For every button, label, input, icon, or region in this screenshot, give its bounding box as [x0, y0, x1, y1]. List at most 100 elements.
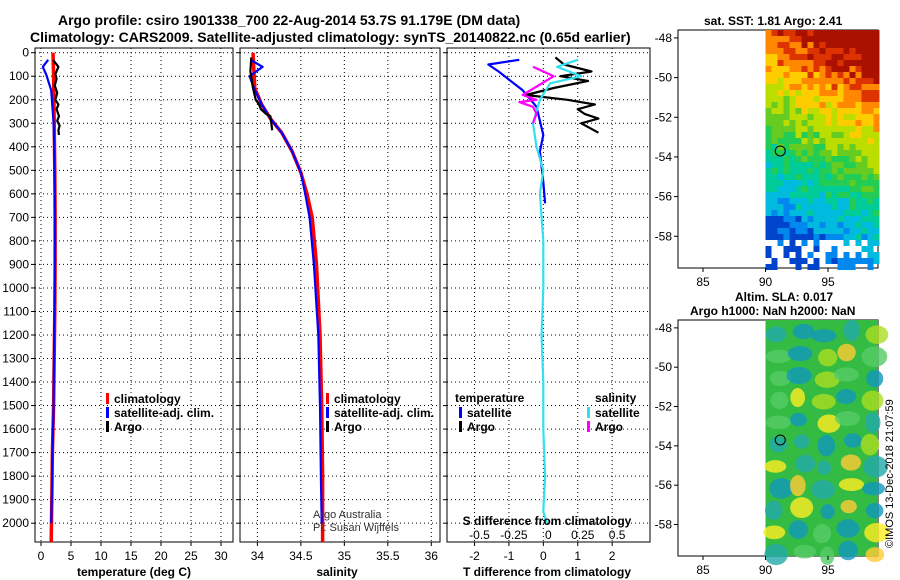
- sst-pixel: [831, 162, 838, 168]
- sst-pixel: [831, 234, 838, 240]
- sla-anomaly-blob: [792, 323, 815, 340]
- sst-pixel: [855, 186, 862, 192]
- sst-pixel: [789, 90, 796, 96]
- sst-pixel: [873, 186, 880, 192]
- x-tick-label: 15: [124, 549, 138, 563]
- sst-pixel: [819, 96, 826, 102]
- sst-pixel: [825, 54, 832, 60]
- sst-pixel: [825, 192, 832, 198]
- sst-pixel: [777, 186, 784, 192]
- x2-tick-label: 0.5: [609, 528, 626, 542]
- sla-anomaly-blob: [840, 499, 857, 514]
- sst-pixel: [795, 48, 802, 54]
- sst-pixel: [861, 48, 868, 54]
- sst-pixel: [849, 204, 856, 210]
- sst-pixel: [807, 264, 814, 270]
- x-tick-label: 0: [540, 549, 547, 563]
- difference-legend-temperature: temperature satellite Argo: [455, 391, 525, 434]
- sst-pixel: [849, 42, 856, 48]
- sst-pixel: [825, 90, 832, 96]
- sst-pixel: [867, 162, 874, 168]
- sst-pixel: [861, 156, 868, 162]
- sst-pixel: [843, 30, 850, 36]
- sst-pixel: [855, 60, 862, 66]
- sst-pixel: [789, 144, 796, 150]
- sst-pixel: [789, 258, 796, 264]
- sst-pixel: [795, 258, 802, 264]
- sla-anomaly-blob: [860, 433, 880, 456]
- sla-anomaly-blob: [840, 454, 862, 471]
- sst-pixel: [849, 186, 856, 192]
- sst-pixel: [867, 102, 874, 108]
- series-differences-salinity-satellite: [531, 58, 583, 524]
- legend-swatch-climatology: [106, 393, 109, 404]
- sst-pixel: [819, 66, 826, 72]
- sst-pixel: [807, 90, 814, 96]
- sst-pixel: [783, 84, 790, 90]
- sst-pixel: [831, 168, 838, 174]
- sst-pixel: [855, 162, 862, 168]
- temperature-plot-frame: [34, 47, 234, 543]
- sst-pixel: [777, 144, 784, 150]
- sst-lat-label: -48: [655, 31, 673, 45]
- legend-label-sal-argo: Argo: [595, 420, 623, 434]
- sst-pixel: [837, 264, 844, 270]
- sst-pixel: [867, 210, 874, 216]
- sst-pixel: [765, 138, 772, 144]
- sst-pixel: [771, 198, 778, 204]
- sst-pixel: [843, 90, 850, 96]
- sst-pixel: [795, 72, 802, 78]
- sst-pixel: [777, 108, 784, 114]
- sst-pixel: [831, 138, 838, 144]
- sst-pixel: [873, 84, 880, 90]
- x-tick-label: 35.5: [376, 549, 400, 563]
- sst-pixel: [813, 120, 820, 126]
- sst-pixel: [765, 120, 772, 126]
- sst-pixel: [807, 150, 814, 156]
- sst-pixel: [795, 102, 802, 108]
- sst-pixel: [825, 132, 832, 138]
- sst-pixel: [873, 192, 880, 198]
- sst-pixel: [801, 192, 808, 198]
- sst-pixel: [795, 204, 802, 210]
- sst-pixel: [861, 186, 868, 192]
- sst-pixel: [777, 204, 784, 210]
- sst-pixel: [867, 222, 874, 228]
- sst-pixel: [813, 264, 820, 270]
- sst-pixel: [843, 210, 850, 216]
- sst-pixel: [783, 186, 790, 192]
- sst-pixel: [855, 132, 862, 138]
- sst-pixel: [789, 234, 796, 240]
- sst-pixel: [771, 210, 778, 216]
- sst-pixel: [783, 174, 790, 180]
- sst-pixel: [855, 120, 862, 126]
- sst-pixel: [783, 210, 790, 216]
- sst-pixel: [843, 84, 850, 90]
- sst-pixel: [795, 192, 802, 198]
- sst-pixel: [789, 114, 796, 120]
- sst-pixel: [801, 204, 808, 210]
- y-tick-label: 1900: [2, 493, 29, 507]
- sla-anomaly-blob: [764, 543, 788, 566]
- sst-pixel: [789, 168, 796, 174]
- sst-pixel: [765, 114, 772, 120]
- sst-pixel: [861, 42, 868, 48]
- sst-pixel: [783, 126, 790, 132]
- legend-label-satellite: satellite-adj. clim.: [114, 406, 214, 420]
- sst-pixel: [837, 216, 844, 222]
- sst-pixel: [867, 60, 874, 66]
- sla-anomaly-blob: [763, 525, 786, 540]
- sla-anomaly-blob: [813, 524, 832, 544]
- sla-anomaly-blob: [818, 348, 838, 367]
- sst-pixel: [831, 180, 838, 186]
- sst-pixel: [783, 228, 790, 234]
- sst-pixel: [843, 228, 850, 234]
- sst-pixel: [777, 240, 784, 246]
- sst-pixel: [867, 84, 874, 90]
- sst-pixel: [873, 108, 880, 114]
- sst-pixel: [867, 228, 874, 234]
- sst-pixel: [777, 198, 784, 204]
- difference-plot-frame: [446, 47, 651, 543]
- y-tick-label: 700: [9, 210, 29, 224]
- sst-pixel: [813, 174, 820, 180]
